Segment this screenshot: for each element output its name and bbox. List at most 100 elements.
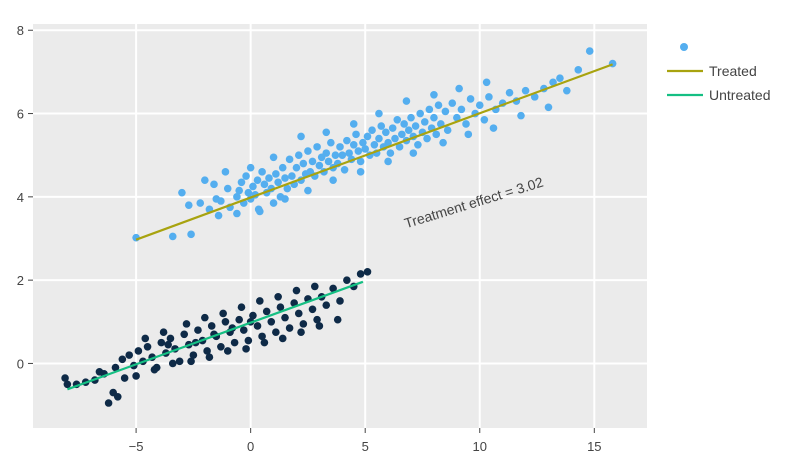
y-axis-ticks: 0 2 4 6 8 — [17, 23, 33, 371]
treated-data-point — [361, 145, 370, 153]
untreated-data-point — [63, 380, 72, 389]
treated-data-point — [196, 199, 205, 207]
treated-data-point — [235, 186, 243, 195]
treated-data-point — [297, 132, 305, 141]
untreated-fit-line — [67, 280, 364, 391]
treated-data-point — [402, 97, 411, 105]
untreated-data-point — [221, 317, 230, 326]
untreated-data-point — [274, 293, 282, 301]
treated-data-point — [441, 107, 450, 116]
untreated-data-point — [333, 315, 342, 324]
untreated-data-point — [180, 330, 189, 339]
treated-data-point — [521, 86, 530, 95]
legend-point-marker[interactable] — [680, 43, 688, 51]
treated-data-point — [242, 172, 250, 180]
treated-data-point — [322, 128, 331, 137]
untreated-data-point — [159, 328, 168, 337]
x-tick-label: 0 — [247, 439, 254, 454]
untreated-data-point — [194, 326, 202, 334]
treated-data-point — [505, 88, 514, 97]
treated-data-point — [304, 186, 312, 195]
untreated-data-point — [239, 326, 248, 334]
untreated-data-point — [256, 297, 264, 305]
treated-data-point — [395, 143, 404, 151]
treated-data-point — [345, 149, 353, 157]
x-tick-label: −5 — [129, 439, 144, 454]
untreated-data-point — [262, 307, 271, 316]
untreated-data-point — [235, 315, 243, 324]
treated-data-point — [375, 109, 383, 118]
untreated-data-point — [120, 374, 129, 382]
treated-data-point — [292, 163, 301, 172]
treated-data-point — [359, 138, 367, 147]
fit-lines — [67, 63, 613, 391]
untreated-data-point — [343, 276, 351, 284]
untreated-data-point — [363, 268, 372, 276]
treated-data-point — [455, 84, 463, 93]
treated-data-point — [574, 66, 583, 74]
treated-data-point — [453, 113, 461, 122]
untreated-data-point — [164, 340, 172, 349]
treated-data-point — [274, 178, 282, 187]
treated-data-point — [475, 101, 484, 110]
treated-data-point — [294, 151, 303, 159]
untreated-data-point — [182, 320, 191, 328]
treated-data-point — [377, 122, 386, 130]
treated-data-point — [464, 130, 473, 139]
treated-data-point — [482, 78, 491, 87]
untreated-data-point — [230, 338, 239, 347]
untreated-data-point — [217, 342, 225, 351]
treated-data-point — [168, 232, 177, 241]
untreated-data-point — [310, 282, 319, 291]
untreated-data-point — [260, 338, 269, 347]
treated-data-point — [278, 163, 287, 172]
treated-data-point — [237, 178, 246, 187]
legend-untreated-label[interactable]: Untreated — [709, 87, 770, 103]
treated-data-point — [434, 101, 443, 110]
grid-lines — [33, 24, 647, 428]
treated-data-point — [549, 78, 557, 87]
untreated-data-point — [150, 365, 159, 374]
untreated-data-point — [278, 334, 287, 343]
untreated-data-point — [308, 305, 317, 314]
treated-data-point — [425, 105, 434, 114]
treated-data-point — [544, 103, 553, 112]
treated-data-point — [439, 138, 447, 147]
treated-data-point — [246, 163, 255, 172]
untreated-data-point — [223, 347, 232, 355]
untreated-data-point — [201, 313, 209, 322]
treated-data-point — [272, 170, 280, 178]
treated-data-point — [400, 120, 408, 128]
treated-data-point — [485, 93, 493, 101]
legend-treated-label[interactable]: Treated — [709, 63, 757, 79]
treated-data-point — [356, 168, 365, 176]
treated-data-point — [223, 184, 232, 193]
legend[interactable]: Treated Untreated — [667, 43, 770, 103]
treated-data-point — [356, 157, 365, 166]
untreated-data-point — [294, 309, 303, 318]
treated-data-point — [404, 126, 413, 135]
untreated-data-point — [329, 284, 337, 293]
x-tick-label: 10 — [473, 439, 487, 454]
untreated-data-point — [61, 374, 69, 382]
treated-data-point — [462, 120, 470, 128]
x-axis-ticks: −5 0 5 10 15 — [129, 428, 602, 454]
treated-data-point — [368, 126, 376, 135]
treated-data-point — [430, 113, 438, 122]
untreated-data-point — [299, 320, 308, 328]
untreated-data-point — [356, 270, 365, 278]
treated-data-point — [338, 151, 347, 159]
untreated-data-point — [205, 353, 214, 361]
treated-data-point — [265, 174, 273, 182]
treated-data-point — [398, 130, 406, 139]
untreated-data-point — [157, 338, 166, 347]
untreated-data-point — [237, 303, 246, 312]
treated-data-point — [363, 132, 372, 141]
untreated-data-point — [315, 322, 324, 330]
treated-data-point — [409, 149, 418, 157]
y-tick-label: 2 — [17, 273, 24, 288]
treated-data-point — [269, 153, 278, 162]
untreated-data-point — [336, 297, 344, 305]
treated-data-point — [384, 138, 392, 147]
